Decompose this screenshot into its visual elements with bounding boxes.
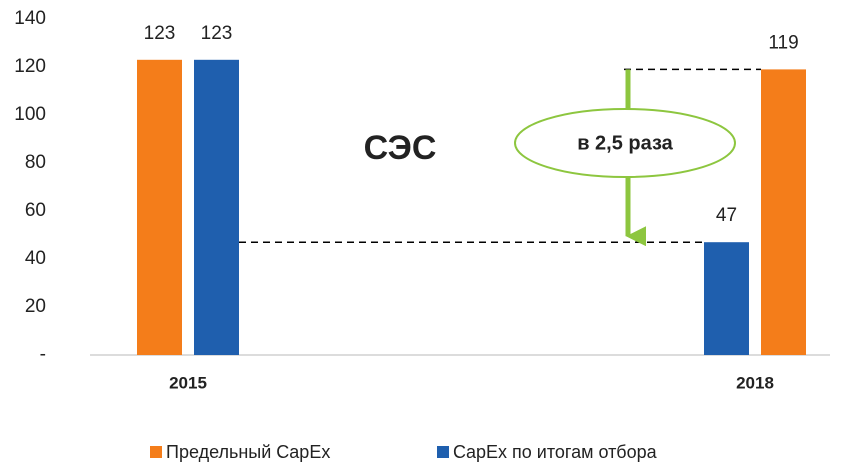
ratio-label: в 2,5 раза	[577, 132, 673, 154]
legend-swatch	[150, 446, 162, 458]
bar	[137, 59, 182, 356]
y-tick-label: 100	[14, 104, 46, 125]
value-label: 119	[768, 32, 798, 53]
bar	[704, 242, 749, 355]
y-tick-label: 80	[25, 152, 46, 173]
y-tick-label: 40	[25, 248, 46, 269]
legend-label: Предельный CapEx	[166, 442, 330, 462]
x-tick-label: 2015	[169, 373, 207, 392]
value-label: 123	[201, 23, 233, 44]
y-tick-label: 120	[14, 56, 46, 77]
y-tick-label: -	[40, 344, 46, 365]
y-tick-label: 20	[25, 296, 46, 317]
y-tick-label: 60	[25, 200, 46, 221]
bar	[194, 59, 239, 356]
legend-swatch	[437, 446, 449, 458]
y-tick-label: 140	[14, 8, 46, 29]
legend-label: CapEx по итогам отбора	[453, 442, 658, 462]
value-label: 47	[716, 205, 737, 226]
ratio-badge	[514, 108, 736, 178]
bar	[761, 69, 806, 356]
x-tick-label: 2018	[736, 373, 774, 392]
annotation: СЭС	[364, 129, 437, 167]
value-label: 123	[144, 23, 176, 44]
